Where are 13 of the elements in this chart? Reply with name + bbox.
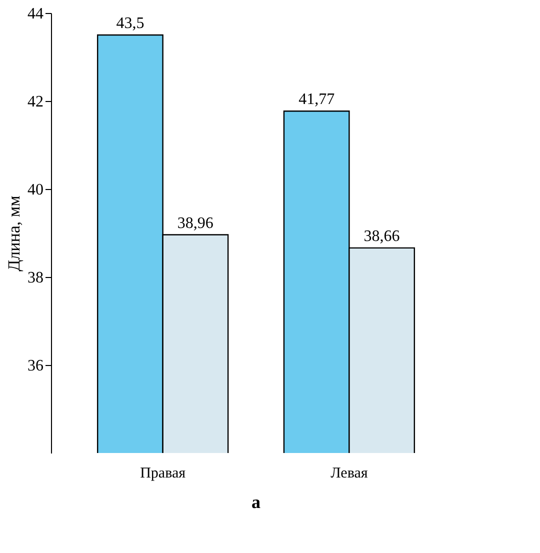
data-label: 38,66	[364, 228, 400, 245]
x-tick-label: Левая	[330, 466, 368, 482]
y-tick-label: 44	[28, 6, 44, 22]
x-tick-label: Правая	[140, 466, 186, 482]
y-tick-label: 38	[28, 270, 44, 286]
y-tick-label: 40	[28, 182, 44, 198]
y-axis-title: Длина, мм	[4, 195, 24, 272]
data-label: 38,96	[177, 214, 214, 232]
y-tick-label: 36	[28, 358, 44, 374]
data-label: 41,77	[298, 91, 335, 108]
text: а	[252, 492, 260, 512]
data-label: 43,5	[116, 15, 144, 32]
y-tick-label: 42	[28, 94, 44, 110]
